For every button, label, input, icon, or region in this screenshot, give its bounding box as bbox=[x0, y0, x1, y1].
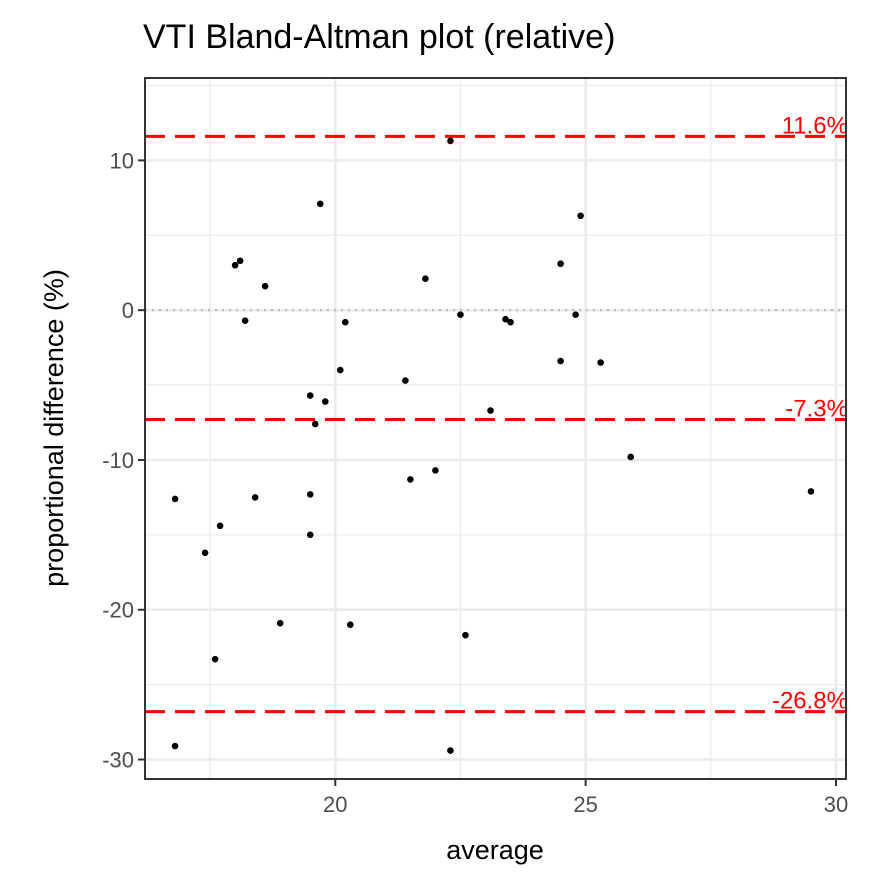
y-axis-title: proportional difference (%) bbox=[39, 269, 69, 587]
panel-background bbox=[145, 78, 846, 779]
data-points bbox=[171, 137, 815, 754]
data-point bbox=[577, 212, 584, 220]
data-point bbox=[276, 619, 284, 627]
x-tick-label: 25 bbox=[573, 792, 597, 817]
data-point bbox=[261, 282, 269, 290]
data-point bbox=[627, 453, 634, 461]
data-point bbox=[306, 491, 314, 498]
y-axis-ticks: -30 -20 -10 0 10 bbox=[102, 148, 145, 773]
data-point bbox=[236, 257, 244, 265]
minor-gridlines bbox=[145, 78, 846, 779]
data-point bbox=[447, 137, 454, 145]
data-point bbox=[807, 488, 815, 495]
data-point bbox=[407, 476, 414, 483]
y-tick-label: 0 bbox=[122, 298, 134, 323]
data-point bbox=[422, 275, 429, 283]
x-tick-label: 30 bbox=[824, 792, 848, 817]
data-point bbox=[447, 747, 454, 754]
x-tick-label: 20 bbox=[323, 792, 347, 817]
data-point bbox=[457, 311, 464, 318]
data-point bbox=[201, 549, 209, 557]
data-point bbox=[171, 742, 179, 750]
limit-label: -7.3% bbox=[785, 396, 848, 423]
y-tick-label: -10 bbox=[102, 448, 134, 473]
data-point bbox=[231, 261, 239, 269]
limit-labels: 11.6% -7.3% -26.8% bbox=[772, 112, 848, 714]
data-point bbox=[251, 494, 259, 501]
data-point bbox=[321, 398, 329, 405]
limit-label: 11.6% bbox=[782, 112, 848, 139]
data-point bbox=[557, 260, 564, 268]
data-point bbox=[171, 495, 179, 503]
data-point bbox=[597, 359, 604, 366]
data-point bbox=[432, 467, 439, 474]
data-point bbox=[311, 420, 319, 428]
data-point bbox=[211, 655, 219, 663]
data-point bbox=[241, 317, 249, 324]
data-point bbox=[557, 357, 564, 365]
data-point bbox=[306, 531, 314, 539]
limit-label: -26.8% bbox=[772, 688, 848, 715]
data-point bbox=[216, 522, 224, 530]
data-point bbox=[341, 318, 349, 326]
y-tick-label: -30 bbox=[102, 748, 134, 773]
major-gridlines bbox=[145, 78, 846, 779]
data-point bbox=[487, 407, 494, 414]
limits-of-agreement bbox=[145, 134, 846, 714]
chart-title: VTI Bland-Altman plot (relative) bbox=[143, 18, 615, 56]
data-point bbox=[402, 377, 409, 384]
x-axis-title: average bbox=[446, 835, 544, 865]
data-point bbox=[306, 392, 314, 399]
y-tick-label: 10 bbox=[110, 148, 134, 173]
data-point bbox=[462, 631, 469, 639]
data-point bbox=[502, 315, 509, 323]
data-point bbox=[316, 200, 324, 208]
panel-border bbox=[144, 77, 847, 780]
data-point bbox=[507, 318, 514, 326]
data-point bbox=[572, 311, 579, 318]
y-tick-label: -20 bbox=[102, 598, 134, 623]
data-point bbox=[336, 366, 344, 374]
data-point bbox=[346, 621, 354, 629]
x-axis-ticks: 20 25 30 bbox=[323, 779, 848, 817]
